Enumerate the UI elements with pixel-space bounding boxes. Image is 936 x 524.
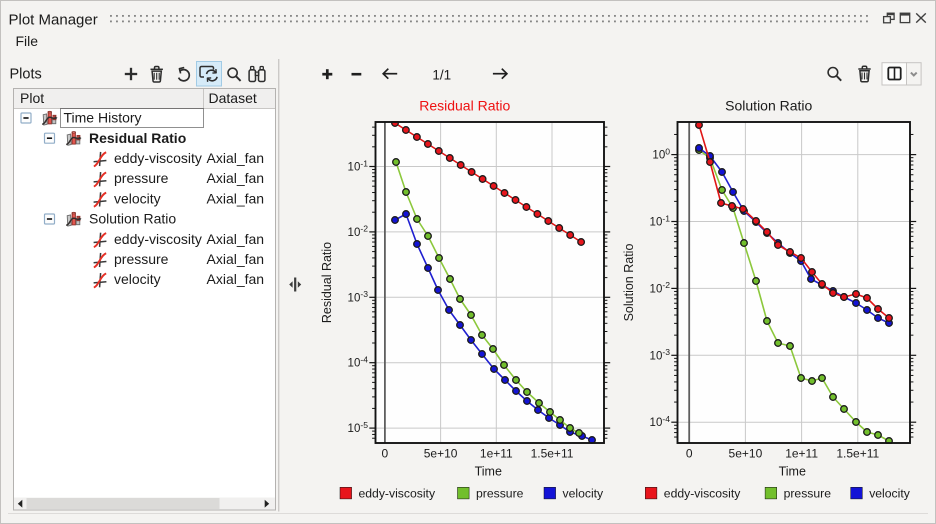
svg-text:velocity: velocity	[869, 487, 911, 501]
svg-text:Axial_fan: Axial_fan	[207, 150, 265, 166]
svg-text:0: 0	[382, 447, 389, 461]
svg-text:Dataset: Dataset	[209, 90, 257, 106]
svg-text:Solution Ratio: Solution Ratio	[725, 97, 812, 113]
svg-text:Solution Ratio: Solution Ratio	[89, 211, 176, 227]
svg-text:pressure: pressure	[784, 487, 832, 501]
svg-text:File: File	[16, 33, 39, 49]
svg-text:1.5e+11: 1.5e+11	[836, 447, 879, 461]
svg-text:eddy-viscosity: eddy-viscosity	[359, 487, 436, 501]
svg-text:0: 0	[686, 447, 693, 461]
svg-text:1e+11: 1e+11	[785, 447, 818, 461]
svg-text:pressure: pressure	[476, 487, 524, 501]
svg-text:Residual Ratio: Residual Ratio	[419, 97, 510, 113]
svg-text:5e+10: 5e+10	[424, 447, 458, 461]
svg-text:Time: Time	[475, 465, 502, 479]
svg-text:Axial_fan: Axial_fan	[207, 231, 265, 247]
svg-text:Residual Ratio: Residual Ratio	[89, 130, 186, 146]
svg-text:Solution Ratio: Solution Ratio	[622, 244, 636, 322]
svg-text:Axial_fan: Axial_fan	[207, 251, 265, 267]
svg-text:Residual Ratio: Residual Ratio	[320, 242, 334, 323]
svg-text:Plot: Plot	[20, 90, 44, 106]
svg-text:velocity: velocity	[114, 271, 161, 287]
svg-text:Time: Time	[779, 465, 806, 479]
svg-text:Plot Manager: Plot Manager	[9, 12, 98, 29]
svg-text:Time History: Time History	[64, 110, 142, 126]
svg-text:pressure: pressure	[114, 251, 169, 267]
svg-text:Axial_fan: Axial_fan	[207, 190, 265, 206]
svg-text:1.5e+11: 1.5e+11	[531, 447, 574, 461]
svg-text:Plots: Plots	[10, 67, 42, 83]
svg-text:eddy-viscosity: eddy-viscosity	[114, 231, 202, 247]
svg-text:pressure: pressure	[114, 170, 169, 186]
svg-text:1/1: 1/1	[432, 67, 451, 82]
svg-text:eddy-viscosity: eddy-viscosity	[114, 150, 202, 166]
svg-text:5e+10: 5e+10	[729, 447, 763, 461]
svg-text:1e+11: 1e+11	[480, 447, 513, 461]
svg-text:velocity: velocity	[563, 487, 605, 501]
svg-text:Axial_fan: Axial_fan	[207, 271, 265, 287]
svg-text:Axial_fan: Axial_fan	[207, 170, 265, 186]
svg-text:velocity: velocity	[114, 190, 161, 206]
svg-text:eddy-viscosity: eddy-viscosity	[664, 487, 741, 501]
